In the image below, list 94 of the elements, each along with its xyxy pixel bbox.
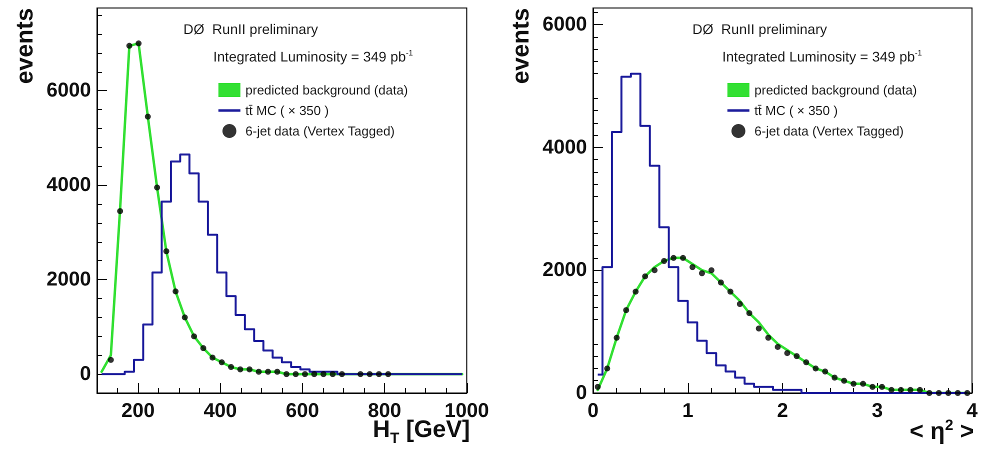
point <box>680 254 686 261</box>
point <box>870 384 876 390</box>
x-tick-label: 400 <box>204 400 237 422</box>
point <box>841 378 848 384</box>
point <box>916 386 923 393</box>
point <box>642 273 648 280</box>
y-tick-label: 6000 <box>542 14 587 36</box>
point <box>632 288 639 295</box>
point <box>144 114 151 120</box>
legend-label: predicted background (data) <box>754 82 918 98</box>
y-tick-label: 4000 <box>46 174 91 196</box>
point <box>954 390 961 396</box>
point <box>154 184 160 191</box>
y-tick-label: 0 <box>576 382 587 404</box>
x-tick-label: 2 <box>776 400 788 422</box>
point <box>163 248 170 254</box>
point <box>670 254 677 261</box>
x-tick-label: 200 <box>121 400 155 422</box>
point <box>708 267 714 274</box>
point <box>736 300 743 307</box>
point <box>765 334 772 341</box>
point <box>661 258 668 264</box>
point <box>794 353 800 360</box>
point <box>907 386 914 393</box>
point <box>832 374 838 381</box>
legend-label: predicted background (data) <box>245 82 408 98</box>
point <box>652 267 658 274</box>
annotation: DØ RunII preliminary <box>183 21 318 37</box>
y-tick-label: 2000 <box>46 268 91 291</box>
x-tick-label: 3 <box>872 400 883 422</box>
point <box>376 371 382 378</box>
point <box>746 310 752 316</box>
point <box>689 264 696 270</box>
point <box>756 326 762 332</box>
point <box>898 386 904 393</box>
point <box>860 380 866 387</box>
y-axis-title: events <box>508 8 534 84</box>
point <box>338 371 345 378</box>
point <box>265 368 272 375</box>
annotation: DØ RunII preliminary <box>692 21 827 37</box>
point <box>117 208 124 214</box>
point <box>594 384 601 390</box>
point <box>964 390 970 396</box>
point <box>292 371 299 378</box>
y-tick-label: 2000 <box>542 259 587 282</box>
point <box>357 371 364 378</box>
point <box>210 354 216 361</box>
point <box>256 368 262 375</box>
point <box>311 371 318 378</box>
point <box>926 390 932 396</box>
point <box>218 359 225 366</box>
point <box>228 364 234 370</box>
x-tick-label: 1 <box>682 400 694 422</box>
point <box>126 42 132 49</box>
point <box>108 356 114 363</box>
x-tick-label: 600 <box>286 400 320 422</box>
point <box>812 365 819 372</box>
point <box>320 371 326 378</box>
point <box>172 288 179 294</box>
point <box>878 384 885 390</box>
y-tick-label: 0 <box>80 363 91 386</box>
point <box>698 270 705 276</box>
point <box>822 368 828 375</box>
point <box>850 380 857 387</box>
point <box>727 288 734 295</box>
legend-label: 6-jet data (Vertex Tagged) <box>754 124 904 138</box>
point <box>200 345 206 352</box>
point <box>774 344 781 350</box>
y-tick-label: 6000 <box>46 80 91 102</box>
legend-label: 6-jet data (Vertex Tagged) <box>245 124 395 138</box>
point <box>136 40 142 46</box>
point <box>784 350 790 356</box>
point <box>191 333 198 340</box>
legend-label: tt̄ MC ( × 350 ) <box>754 103 838 118</box>
point <box>604 365 610 372</box>
point <box>366 371 373 378</box>
point <box>246 366 253 372</box>
point <box>936 390 942 396</box>
point <box>284 371 290 378</box>
point <box>330 371 336 378</box>
point <box>274 368 280 375</box>
point <box>385 371 392 378</box>
y-axis-title: events <box>12 8 38 84</box>
point <box>237 366 244 372</box>
point <box>614 334 620 341</box>
point <box>623 307 630 314</box>
legend-label: tt̄ MC ( × 350 ) <box>245 103 329 118</box>
point <box>182 314 188 320</box>
point <box>945 390 952 396</box>
point <box>302 371 308 378</box>
point <box>888 386 894 393</box>
point <box>718 279 724 286</box>
y-tick-label: 4000 <box>542 136 587 158</box>
point <box>803 359 810 366</box>
